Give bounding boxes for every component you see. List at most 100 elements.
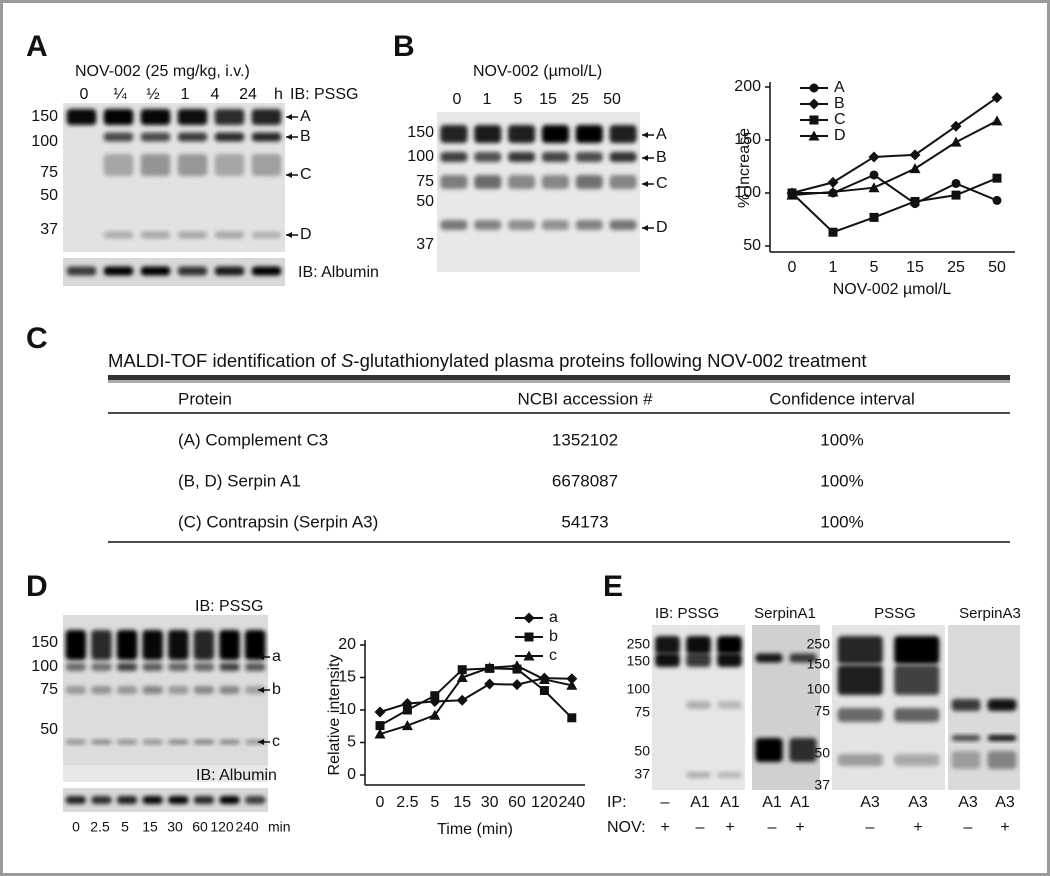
blot-band [987, 735, 1017, 741]
legend-marker [808, 130, 820, 141]
blot-band [193, 796, 215, 804]
blot-band [755, 738, 783, 762]
blot-band [168, 686, 189, 694]
table-rule [108, 375, 1010, 380]
lane-label: A1 [720, 794, 740, 811]
point [827, 176, 839, 188]
mw-marker: 100 [407, 148, 434, 165]
point [567, 713, 577, 723]
band-label: a [272, 648, 281, 665]
series-line [791, 120, 998, 197]
blot-band [575, 175, 603, 189]
blot-band [609, 175, 637, 189]
blot-band [541, 125, 569, 143]
mw-marker: 50 [40, 187, 58, 204]
blot-band [789, 653, 817, 663]
lane-label: A3 [958, 794, 978, 811]
lane-label: 2.5 [90, 819, 110, 835]
lane-unit: h [274, 86, 283, 103]
blot-band [717, 701, 742, 709]
lane-label: + [725, 819, 734, 836]
y-axis-label: % Increase [736, 128, 753, 208]
title-part: -glutathionylated plasma proteins follow… [353, 350, 866, 371]
point [374, 706, 386, 718]
blot-band [717, 636, 742, 654]
blot-band [575, 152, 603, 162]
blot-band [142, 686, 163, 694]
lane-label: ¼ [113, 86, 127, 103]
table-header: Protein [178, 389, 232, 408]
blot-band [541, 152, 569, 162]
point [566, 679, 578, 690]
table-cell: 100% [820, 471, 863, 490]
arrow-head [258, 739, 264, 745]
lane-label: 1 [483, 91, 492, 108]
blot-band [103, 132, 134, 142]
blot-band [655, 636, 680, 654]
blot-band [951, 735, 981, 741]
x-tick-label: 50 [988, 259, 1006, 276]
blot-band [193, 663, 215, 671]
y-tick-label: 10 [338, 701, 356, 718]
ib-label: IB: PSSG [655, 605, 719, 622]
x-tick-label: 2.5 [396, 794, 418, 811]
legend-marker [523, 650, 535, 661]
blot-band [440, 220, 468, 230]
point [430, 691, 440, 701]
series-line [791, 177, 998, 234]
blot-band [214, 231, 245, 239]
lane-label: ½ [146, 86, 159, 103]
mw-marker: 75 [40, 164, 58, 181]
mw-marker: 150 [627, 653, 651, 669]
blot-band [91, 686, 112, 694]
band-label: A [656, 126, 667, 143]
blot-band [140, 266, 171, 276]
y-tick-label: 50 [743, 237, 761, 254]
band-label: C [656, 175, 668, 192]
mw-marker: 37 [416, 236, 434, 253]
blot-band [837, 708, 883, 722]
arrow-head [642, 181, 648, 187]
table-cell: (A) Complement C3 [178, 430, 328, 449]
blot-band [65, 663, 87, 671]
y-tick-label: 100 [734, 184, 761, 201]
blot-band [987, 751, 1017, 769]
x-tick-label: 240 [558, 794, 585, 811]
blot-band [717, 772, 742, 778]
blot-band [168, 796, 189, 804]
y-tick-label: 20 [338, 636, 356, 653]
y-tick-label: 15 [338, 669, 356, 686]
legend-label: c [549, 647, 557, 664]
blot-band [440, 175, 468, 189]
blot-band [474, 152, 502, 162]
blot [437, 112, 640, 272]
point [951, 190, 961, 200]
blot-band [251, 132, 282, 142]
blot-band [951, 699, 981, 711]
blot-band [91, 739, 112, 745]
ib-label: IB: Albumin [196, 767, 277, 784]
legend-marker [523, 612, 535, 624]
band-label: C [300, 166, 312, 183]
blot-band [219, 663, 240, 671]
blot [63, 258, 285, 286]
blot-band [609, 152, 637, 162]
y-tick-label: 200 [734, 78, 761, 95]
lane-label: A3 [908, 794, 928, 811]
panel-label: D [26, 570, 48, 603]
blot-band [142, 739, 163, 745]
ip-label: IP: [607, 794, 627, 811]
blot-band [103, 266, 134, 276]
blot-band [142, 663, 163, 671]
blot-band [116, 796, 138, 804]
blot-band [214, 132, 245, 142]
blot-band [65, 796, 87, 804]
blot-band [837, 754, 883, 766]
mw-marker: 100 [31, 133, 58, 150]
x-axis-label: NOV-002 µmol/L [833, 281, 952, 298]
blot-band [575, 220, 603, 230]
lane-label: 120 [210, 819, 234, 835]
table-cell: 100% [820, 512, 863, 531]
x-tick-label: 15 [906, 259, 924, 276]
mw-marker: 100 [807, 681, 831, 697]
